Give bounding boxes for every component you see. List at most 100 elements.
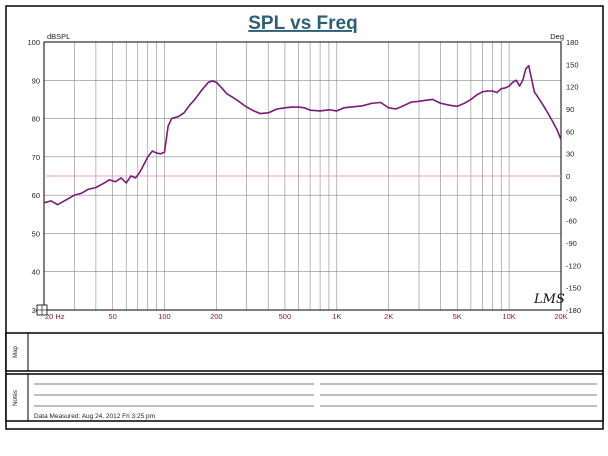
- right-axis-tick-label: 120: [566, 83, 579, 92]
- left-axis-tick-label: 70: [32, 153, 40, 162]
- spl-data-point: [508, 85, 510, 87]
- spl-data-point: [130, 175, 132, 177]
- spl-data-point: [253, 110, 255, 112]
- spl-data-point: [303, 107, 306, 109]
- spl-data-point: [533, 91, 536, 93]
- x-axis-tick-label: 20K: [554, 312, 567, 321]
- spl-data-point: [170, 117, 173, 120]
- spl-data-point: [401, 105, 404, 108]
- spl-data-point: [380, 101, 382, 104]
- map-panel: [5, 332, 604, 372]
- right-axis-tick-label: 180: [566, 38, 579, 47]
- spl-data-point: [500, 88, 502, 90]
- spl-data-point: [496, 91, 498, 94]
- spl-data-point: [371, 102, 373, 104]
- left-axis-tick-label: 50: [32, 229, 40, 238]
- right-axis-tick-label: 30: [566, 150, 574, 159]
- spl-data-point: [515, 79, 517, 81]
- right-axis-tick-label: -90: [566, 239, 577, 248]
- spl-data-point: [43, 202, 45, 204]
- spl-data-point: [538, 98, 541, 101]
- x-axis-tick-label: 1K: [332, 312, 341, 321]
- left-axis-tick-label: 90: [32, 76, 40, 85]
- spl-data-point: [87, 188, 89, 191]
- spl-data-point: [395, 108, 397, 110]
- spl-data-point: [207, 81, 210, 83]
- spl-data-point: [108, 179, 111, 181]
- left-axis-label: dBSPL: [47, 32, 70, 41]
- spl-data-point: [291, 106, 293, 108]
- spl-data-point: [226, 92, 228, 95]
- notes-panel: [5, 373, 604, 422]
- notes-lines: [34, 383, 597, 407]
- spl-data-point: [548, 114, 550, 116]
- spl-data-point: [120, 177, 122, 179]
- x-axis-tick-label: 200: [210, 312, 223, 321]
- spl-data-point: [267, 112, 269, 114]
- spl-data-point: [418, 100, 420, 103]
- spl-data-point: [463, 102, 466, 104]
- spl-data-point: [102, 182, 104, 185]
- spl-data-point: [476, 94, 478, 96]
- spl-data-point: [73, 194, 76, 196]
- spl-data-point: [232, 96, 234, 99]
- spl-data-point: [177, 115, 179, 118]
- x-axis-ticks: 20 Hz 50 100 200 500 1K 2K 5K 10K 20K: [45, 312, 568, 321]
- spl-data-point: [151, 150, 153, 152]
- spl-data-point: [276, 108, 278, 110]
- spl-data-point: [201, 89, 203, 91]
- spl-data-point: [518, 85, 521, 87]
- x-axis-tick-label: 100: [158, 312, 171, 321]
- spl-data-point: [431, 98, 434, 101]
- spl-data-point: [343, 107, 345, 109]
- spl-data-point: [56, 204, 59, 206]
- spl-data-point: [481, 91, 484, 93]
- spl-data-point: [50, 200, 52, 202]
- spl-data-point: [456, 105, 458, 108]
- spl-data-point: [556, 129, 558, 131]
- spl-data-point: [188, 104, 191, 106]
- x-axis-tick-label: 20 Hz: [45, 312, 65, 321]
- spl-data-point: [134, 177, 137, 179]
- spl-data-point: [139, 171, 141, 173]
- spl-data-point: [167, 125, 169, 127]
- left-axis-tick-label: 80: [32, 115, 40, 124]
- left-axis-tick-label: 60: [32, 191, 40, 200]
- right-axis-label: Deg: [550, 32, 564, 41]
- right-axis-tick-label: 0: [566, 172, 570, 181]
- left-axis-tick-label: 100: [27, 38, 40, 47]
- spl-data-point: [525, 68, 527, 70]
- spl-data-point: [163, 151, 166, 153]
- spl-data-point: [504, 87, 506, 89]
- spl-data-point: [95, 186, 97, 189]
- left-axis-tick-label: 40: [32, 268, 40, 277]
- data-measured-text: Data Measured: Aug 24, 2012 Fri 3:25 pm: [34, 413, 155, 420]
- spl-data-point: [114, 181, 117, 183]
- spl-data-point: [425, 99, 427, 101]
- x-axis-tick-label: 500: [279, 312, 292, 321]
- right-axis-tick-label: -150: [566, 284, 581, 293]
- spl-data-point: [560, 138, 562, 141]
- right-axis-tick-label: 60: [566, 127, 574, 136]
- right-axis-tick-label: -60: [566, 217, 577, 226]
- spl-data-point: [328, 109, 330, 111]
- spl-data-point: [143, 163, 145, 166]
- spl-data-point: [159, 153, 162, 155]
- spl-data-point: [65, 199, 68, 201]
- spl-data-point: [491, 90, 494, 92]
- spl-data-point: [215, 81, 218, 83]
- spl-data-point: [410, 101, 412, 103]
- x-axis-tick-label: 5K: [453, 312, 462, 321]
- spl-data-point: [211, 80, 214, 82]
- spl-data-point: [349, 106, 352, 108]
- spl-data-point: [183, 112, 185, 114]
- notes-label: Notes: [13, 390, 19, 406]
- right-axis-tick-label: 90: [566, 105, 574, 114]
- right-axis-tick-label: 150: [566, 60, 579, 69]
- spl-data-point: [259, 112, 262, 115]
- signature-annotation: LMS: [533, 292, 565, 307]
- spl-data-point: [147, 156, 149, 158]
- spl-data-point: [297, 106, 300, 108]
- spl-data-point: [528, 65, 530, 67]
